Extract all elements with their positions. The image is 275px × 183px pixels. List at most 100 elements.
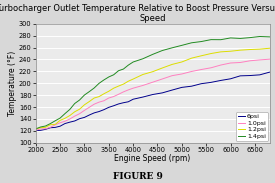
1.2psi — [209, 52, 213, 55]
6psi — [49, 127, 52, 129]
1.4psi — [78, 99, 81, 101]
1.0psi — [170, 74, 174, 77]
6psi — [78, 118, 81, 120]
1.0psi — [78, 113, 81, 115]
6psi — [239, 75, 242, 77]
6psi — [44, 128, 47, 130]
6psi — [88, 114, 91, 116]
1.4psi — [248, 37, 252, 39]
6psi — [83, 116, 86, 118]
1.2psi — [88, 100, 91, 103]
1.0psi — [112, 96, 115, 98]
1.4psi — [97, 82, 101, 84]
1.2psi — [141, 73, 145, 76]
1.4psi — [112, 74, 115, 76]
6psi — [151, 94, 154, 96]
1.4psi — [268, 36, 271, 38]
1.2psi — [78, 108, 81, 110]
1.4psi — [209, 39, 213, 41]
6psi — [102, 109, 106, 111]
X-axis label: Engine Speed (rpm): Engine Speed (rpm) — [114, 154, 191, 163]
6psi — [268, 71, 271, 73]
6psi — [258, 74, 262, 76]
1.2psi — [54, 123, 57, 126]
Text: FIGURE 9: FIGURE 9 — [112, 172, 163, 181]
1.4psi — [59, 117, 62, 119]
6psi — [39, 129, 42, 131]
1.4psi — [131, 61, 135, 63]
6psi — [190, 85, 193, 87]
1.2psi — [34, 128, 37, 130]
1.0psi — [59, 122, 62, 124]
1.2psi — [200, 55, 203, 57]
1.4psi — [83, 94, 86, 96]
1.0psi — [97, 101, 101, 103]
1.2psi — [102, 93, 106, 95]
1.0psi — [161, 78, 164, 80]
1.2psi — [97, 96, 101, 98]
1.2psi — [219, 51, 222, 53]
1.0psi — [88, 106, 91, 108]
6psi — [107, 106, 111, 108]
1.0psi — [83, 109, 86, 111]
1.0psi — [268, 58, 271, 60]
1.0psi — [180, 73, 183, 75]
1.4psi — [258, 35, 262, 38]
Legend: 6psi, 1.0psi, 1.2psi, 1.4psi: 6psi, 1.0psi, 1.2psi, 1.4psi — [236, 112, 268, 141]
1.0psi — [44, 128, 47, 130]
6psi — [54, 126, 57, 128]
1.0psi — [200, 68, 203, 71]
1.0psi — [68, 118, 72, 120]
1.0psi — [209, 67, 213, 69]
1.2psi — [68, 114, 72, 117]
1.0psi — [34, 129, 37, 131]
1.0psi — [92, 103, 96, 105]
1.2psi — [83, 104, 86, 106]
6psi — [161, 92, 164, 94]
6psi — [92, 112, 96, 114]
6psi — [97, 110, 101, 113]
6psi — [141, 96, 145, 98]
1.2psi — [258, 48, 262, 50]
1.2psi — [49, 124, 52, 126]
1.0psi — [151, 81, 154, 83]
1.2psi — [229, 50, 232, 52]
1.4psi — [34, 128, 37, 130]
1.2psi — [170, 63, 174, 66]
1.4psi — [161, 49, 164, 52]
1.2psi — [117, 85, 120, 87]
Title: Turbocharger Outlet Temperature Relative to Boost Pressure Versus Engine
Speed: Turbocharger Outlet Temperature Relative… — [0, 4, 275, 23]
1.4psi — [68, 108, 72, 111]
1.4psi — [92, 87, 96, 89]
6psi — [200, 83, 203, 85]
1.4psi — [151, 53, 154, 55]
1.4psi — [122, 68, 125, 70]
6psi — [180, 86, 183, 88]
1.4psi — [126, 64, 130, 66]
1.4psi — [102, 79, 106, 81]
1.0psi — [126, 89, 130, 91]
1.2psi — [59, 119, 62, 122]
6psi — [122, 102, 125, 104]
1.4psi — [170, 47, 174, 49]
Line: 1.0psi: 1.0psi — [36, 59, 270, 130]
1.0psi — [117, 93, 120, 95]
1.0psi — [258, 59, 262, 61]
6psi — [59, 125, 62, 127]
1.4psi — [219, 39, 222, 41]
6psi — [68, 121, 72, 123]
1.0psi — [141, 84, 145, 87]
1.0psi — [229, 62, 232, 64]
1.0psi — [49, 126, 52, 128]
6psi — [34, 130, 37, 132]
1.2psi — [268, 47, 271, 49]
1.4psi — [39, 126, 42, 128]
1.2psi — [63, 117, 67, 119]
1.0psi — [239, 61, 242, 64]
1.4psi — [141, 58, 145, 60]
6psi — [63, 122, 67, 125]
Line: 1.4psi: 1.4psi — [36, 36, 270, 129]
6psi — [229, 78, 232, 80]
1.0psi — [73, 115, 76, 117]
1.0psi — [131, 87, 135, 89]
